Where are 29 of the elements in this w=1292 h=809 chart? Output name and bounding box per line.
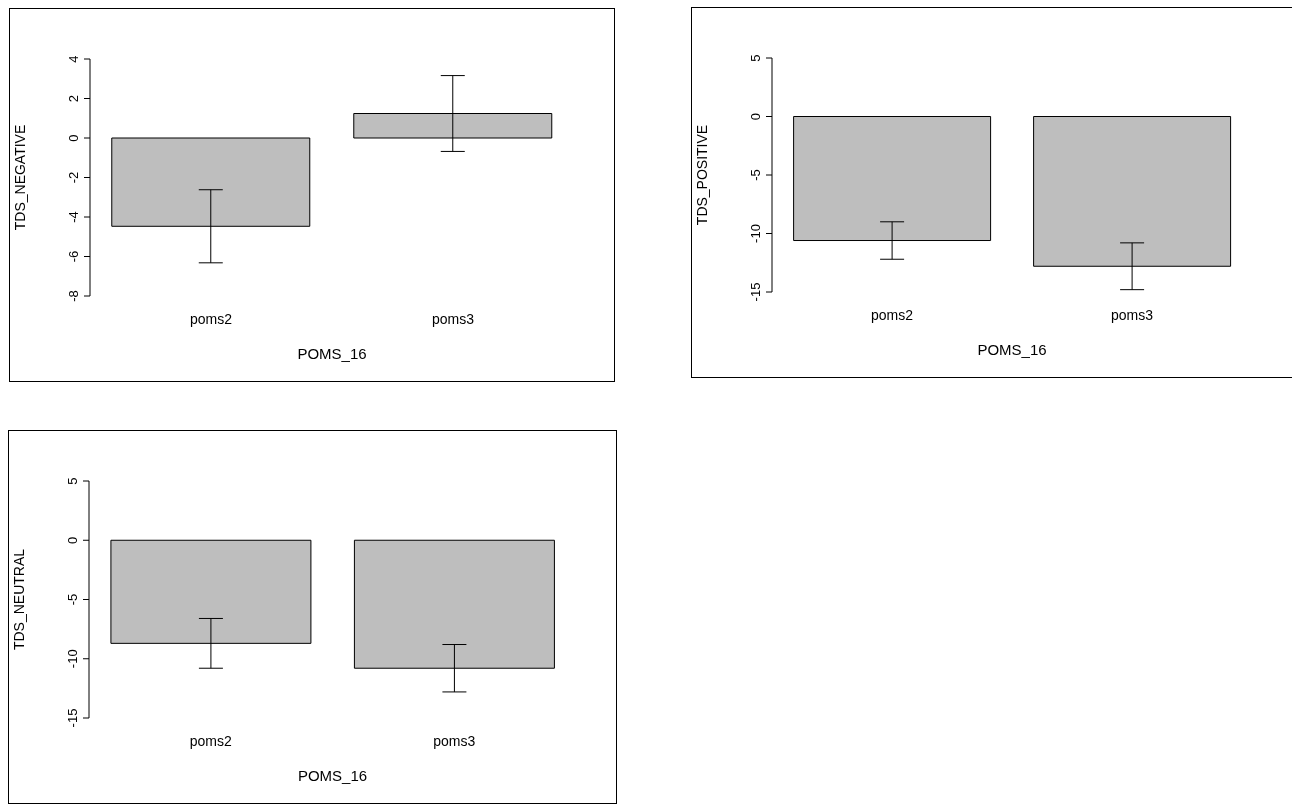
y-axis-title: TDS_NEUTRAL: [10, 548, 27, 651]
x-tick-label: poms2: [189, 310, 233, 327]
y-tick-label: 5: [748, 54, 763, 62]
x-tick-label: poms3: [1110, 306, 1154, 323]
x-axis-title: POMS_16: [297, 345, 367, 362]
y-axis-title: TDS_NEGATIVE: [11, 124, 28, 231]
y-tick-label: -10: [65, 649, 80, 669]
x-axis-title: POMS_16: [977, 341, 1047, 358]
x-tick-label: poms2: [870, 306, 914, 323]
y-tick-label: 2: [66, 94, 81, 103]
y-tick-label: -10: [748, 224, 763, 243]
x-tick-label: poms3: [431, 310, 475, 327]
x-axis-title: POMS_16: [297, 767, 368, 784]
y-tick-label: -8: [66, 290, 81, 302]
y-tick-label: -2: [66, 171, 81, 184]
y-tick-label: 4: [66, 55, 81, 63]
y-tick-label: -5: [748, 169, 763, 181]
x-tick-label: poms2: [189, 732, 232, 749]
y-tick-label: 0: [65, 536, 80, 544]
y-tick-label: 0: [66, 134, 81, 142]
y-axis-title: TDS_POSITIVE: [693, 124, 710, 226]
y-tick-label: 5: [65, 477, 80, 485]
y-tick-label: -6: [66, 250, 81, 263]
y-tick-label: -5: [65, 593, 80, 606]
y-tick-label: -4: [66, 211, 81, 223]
y-tick-label: 0: [748, 112, 763, 121]
y-tick-label: -15: [748, 282, 763, 302]
y-tick-label: -15: [65, 708, 80, 728]
x-tick-label: poms3: [433, 732, 476, 749]
